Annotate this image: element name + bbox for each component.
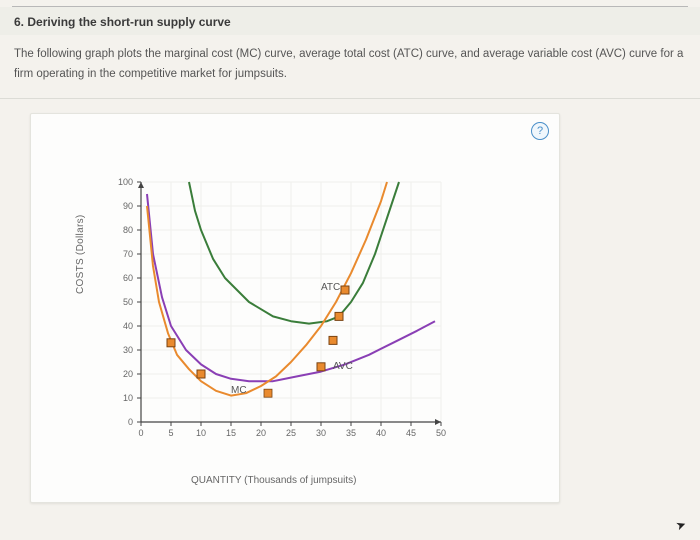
svg-text:60: 60	[123, 273, 133, 283]
svg-text:25: 25	[286, 428, 296, 438]
question-heading: 6. Deriving the short-run supply curve	[0, 7, 700, 35]
cursor-icon: ➤	[674, 517, 688, 534]
svg-text:50: 50	[123, 297, 133, 307]
question-number: 6.	[14, 15, 24, 29]
svg-text:10: 10	[196, 428, 206, 438]
svg-text:100: 100	[118, 177, 133, 187]
svg-text:45: 45	[406, 428, 416, 438]
svg-text:40: 40	[376, 428, 386, 438]
question-intro: The following graph plots the marginal c…	[0, 35, 700, 99]
svg-text:0: 0	[138, 428, 143, 438]
svg-text:5: 5	[168, 428, 173, 438]
svg-text:70: 70	[123, 249, 133, 259]
svg-text:15: 15	[226, 428, 236, 438]
svg-text:30: 30	[123, 345, 133, 355]
svg-text:90: 90	[123, 201, 133, 211]
svg-text:20: 20	[123, 369, 133, 379]
graph-panel: ? COSTS (Dollars) 0 5 10 15 20 25 30 35 40 45 50 0 1…	[30, 113, 560, 503]
svg-text:80: 80	[123, 225, 133, 235]
svg-text:40: 40	[123, 321, 133, 331]
svg-text:0: 0	[128, 417, 133, 427]
svg-text:35: 35	[346, 428, 356, 438]
x-axis-label: QUANTITY (Thousands of jumpsuits)	[191, 475, 356, 486]
svg-text:MC: MC	[231, 385, 247, 396]
graph-panel-wrap: ? COSTS (Dollars) 0 5 10 15 20 25 30 35 40 45 50 0 1…	[0, 99, 700, 517]
svg-text:ATC: ATC	[321, 282, 340, 293]
chart-svg: 0 5 10 15 20 25 30 35 40 45 50 0 10 20 30 40 50 60 70 80 90 1…	[111, 174, 471, 454]
svg-text:10: 10	[123, 393, 133, 403]
svg-text:50: 50	[436, 428, 446, 438]
svg-text:AVC: AVC	[333, 361, 353, 372]
svg-text:30: 30	[316, 428, 326, 438]
y-axis-label: COSTS (Dollars)	[75, 215, 86, 295]
question-title: Deriving the short-run supply curve	[27, 15, 230, 29]
chart-area[interactable]: 0 5 10 15 20 25 30 35 40 45 50 0 10 20 30 40 50 60 70 80 90 1…	[111, 174, 471, 454]
help-button[interactable]: ?	[531, 122, 549, 140]
svg-text:20: 20	[256, 428, 266, 438]
